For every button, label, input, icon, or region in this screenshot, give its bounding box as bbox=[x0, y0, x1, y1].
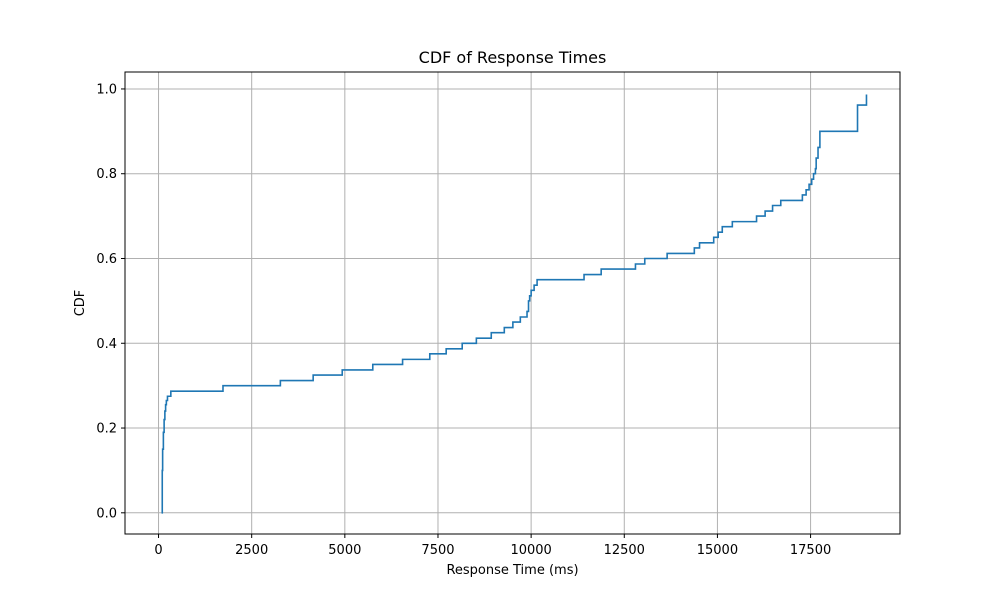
y-axis-label: CDF bbox=[73, 290, 88, 317]
x-axis-ticks: 0 2500 5000 7500 10000 12500 15000 17500 bbox=[154, 534, 831, 558]
chart-title: CDF of Response Times bbox=[419, 48, 607, 67]
y-tick-label: 0.4 bbox=[96, 337, 117, 352]
x-tick-label: 0 bbox=[154, 543, 162, 558]
x-tick-label: 2500 bbox=[235, 543, 268, 558]
x-tick-label: 15000 bbox=[697, 543, 738, 558]
x-tick-label: 17500 bbox=[790, 543, 831, 558]
cdf-series-line bbox=[161, 94, 868, 514]
y-tick-label: 0.6 bbox=[96, 252, 117, 267]
x-tick-label: 10000 bbox=[510, 543, 551, 558]
y-tick-label: 1.0 bbox=[96, 82, 117, 97]
y-tick-label: 0.2 bbox=[96, 422, 117, 437]
y-axis-ticks: 0.0 0.2 0.4 0.6 0.8 1.0 bbox=[96, 82, 125, 521]
grid-lines bbox=[125, 72, 900, 534]
plot-frame bbox=[124, 71, 901, 535]
x-tick-label: 5000 bbox=[328, 543, 361, 558]
x-axis-label: Response Time (ms) bbox=[446, 563, 578, 578]
y-tick-label: 0.8 bbox=[96, 167, 117, 182]
x-tick-label: 12500 bbox=[604, 543, 645, 558]
series-layer bbox=[161, 94, 868, 514]
x-tick-label: 7500 bbox=[421, 543, 454, 558]
y-tick-label: 0.0 bbox=[96, 506, 117, 521]
